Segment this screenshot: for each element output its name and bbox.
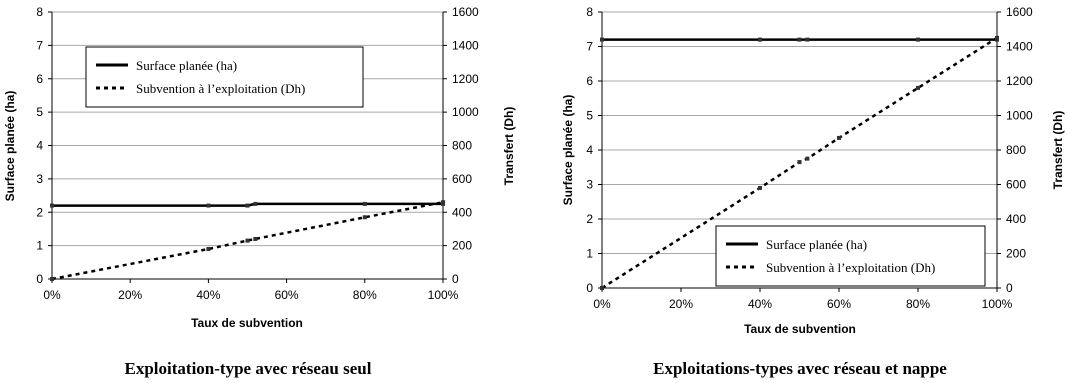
- y-tick-label: 2: [586, 212, 593, 226]
- data-point: [797, 37, 802, 42]
- legend: Surface planée (ha) Subvention à l’exploi…: [715, 225, 986, 287]
- x-tick-label: 20%: [118, 288, 142, 302]
- y-tick-label: 0: [586, 281, 593, 295]
- y2-axis-label: Transfert (Dh): [502, 107, 516, 186]
- x-tick-label: 0%: [593, 297, 611, 311]
- y2-axis-label: Transfert (Dh): [1051, 111, 1065, 190]
- x-tick-label: 20%: [669, 297, 693, 311]
- y-tick-label: 6: [36, 72, 43, 86]
- x-axis-label: Taux de subvention: [744, 322, 856, 336]
- y-tick-label: 8: [36, 5, 43, 19]
- legend-box: [85, 46, 364, 108]
- x-tick-label: 40%: [196, 288, 220, 302]
- y2-tick-label: 1600: [1006, 5, 1033, 19]
- data-point: [995, 35, 999, 40]
- legend-label: Subvention à l’exploitation (Dh): [136, 81, 305, 96]
- data-point: [206, 203, 211, 208]
- legend-label: Subvention à l’exploitation (Dh): [766, 260, 935, 275]
- y2-tick-label: 0: [452, 272, 459, 286]
- y2-tick-label: 1000: [1006, 109, 1033, 123]
- data-point: [253, 201, 258, 206]
- data-point: [600, 37, 604, 42]
- x-tick-label: 0%: [43, 288, 61, 302]
- x-tick-label: 40%: [748, 297, 772, 311]
- y-tick-label: 6: [586, 74, 593, 88]
- data-point: [50, 203, 54, 208]
- y-tick-label: 7: [586, 40, 593, 54]
- chart-caption: Exploitations-types avec réseau et nappe: [653, 359, 947, 378]
- y2-tick-label: 1600: [452, 5, 479, 19]
- y2-tick-label: 400: [1006, 212, 1026, 226]
- data-point: [805, 156, 810, 161]
- data-point: [206, 246, 211, 251]
- x-tick-label: 80%: [353, 288, 377, 302]
- y2-tick-label: 600: [1006, 178, 1026, 192]
- y-tick-label: 4: [36, 139, 43, 153]
- x-tick-label: 60%: [275, 288, 299, 302]
- x-tick-label: 60%: [827, 297, 851, 311]
- data-point: [797, 160, 802, 165]
- y2-tick-label: 1200: [452, 72, 479, 86]
- y2-tick-label: 1400: [1006, 40, 1033, 54]
- x-tick-label: 100%: [982, 297, 1013, 311]
- y-axis-label: Surface planée (ha): [561, 95, 575, 206]
- y-tick-label: 5: [586, 109, 593, 123]
- y2-tick-label: 1400: [452, 38, 479, 52]
- data-point: [916, 37, 920, 42]
- legend: Surface planée (ha) Subvention à l’exploi…: [85, 46, 364, 108]
- y-tick-label: 8: [586, 5, 593, 19]
- y-tick-label: 1: [36, 239, 43, 253]
- x-tick-label: 80%: [906, 297, 930, 311]
- data-point: [245, 238, 250, 243]
- data-point: [362, 201, 367, 206]
- data-point: [916, 85, 920, 90]
- data-point: [805, 37, 810, 42]
- x-axis-label: Taux de subvention: [191, 316, 303, 330]
- data-point: [362, 215, 367, 220]
- data-point: [758, 37, 762, 42]
- y-tick-label: 4: [586, 143, 593, 157]
- data-point: [50, 277, 54, 281]
- series-line-1: [52, 202, 443, 207]
- y-tick-label: 1: [586, 247, 593, 261]
- y-tick-label: 3: [36, 172, 43, 186]
- y-tick-label: 2: [36, 205, 43, 219]
- y2-tick-label: 800: [452, 139, 472, 153]
- legend-label: Surface planée (ha): [766, 237, 867, 252]
- data-point: [837, 135, 841, 140]
- y-tick-label: 0: [36, 272, 43, 286]
- data-point: [253, 236, 258, 241]
- y2-tick-label: 200: [1006, 247, 1026, 261]
- data-point: [758, 185, 762, 190]
- y-tick-label: 5: [36, 105, 43, 119]
- y2-tick-label: 800: [1006, 143, 1026, 157]
- y2-tick-label: 600: [452, 172, 472, 186]
- series-line-2: [51, 200, 444, 281]
- data-point: [600, 286, 604, 290]
- y2-tick-label: 1200: [1006, 74, 1033, 88]
- y2-tick-label: 0: [1006, 281, 1013, 295]
- y-tick-label: 3: [586, 178, 593, 192]
- y2-tick-label: 200: [452, 239, 472, 253]
- x-tick-label: 100%: [428, 288, 459, 302]
- chart-2: 0 1 2 3 4 5 6 7 8 0 200 400 600 800 1000 1200 1400 1600 0%…: [561, 5, 1065, 378]
- data-point: [245, 203, 250, 208]
- legend-label: Surface planée (ha): [136, 58, 237, 73]
- y2-tick-label: 1000: [452, 105, 479, 119]
- legend-box: [715, 225, 986, 287]
- chart-1: 0 1 2 3 4 5 6 7 8 0 200 400 600 800 1000 1200 1400 1600 0%…: [3, 5, 516, 378]
- data-point: [441, 200, 445, 205]
- y-tick-label: 7: [36, 38, 43, 52]
- y-axis-label: Surface planée (ha): [3, 91, 17, 202]
- chart-caption: Exploitation-type avec réseau seul: [125, 359, 372, 378]
- y2-tick-label: 400: [452, 205, 472, 219]
